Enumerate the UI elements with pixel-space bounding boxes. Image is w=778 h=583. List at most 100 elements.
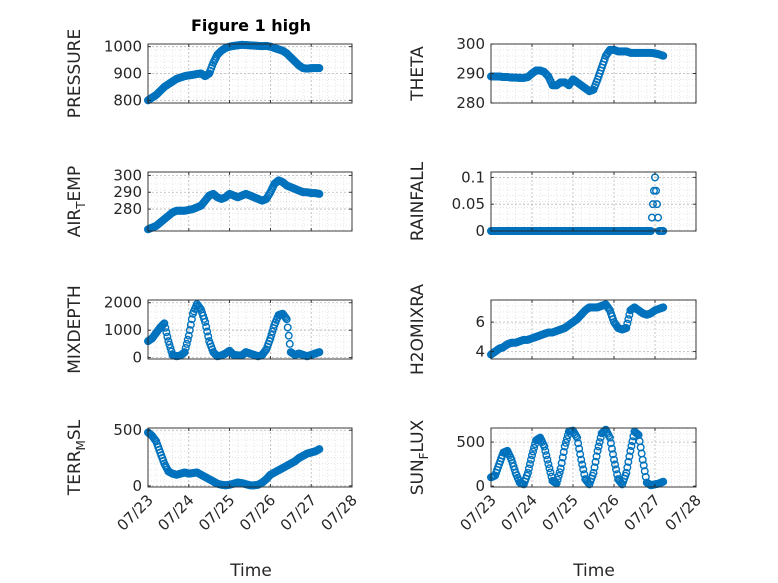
y-axis-label: TERRMSL	[65, 419, 88, 496]
data-point-interp	[287, 54, 296, 63]
y-axis-label: H2OMIXRA	[408, 284, 428, 375]
data-point-interp	[611, 460, 620, 469]
data-point-interp	[607, 444, 616, 453]
data-point-interp	[541, 446, 550, 455]
data-point-interp	[640, 467, 649, 476]
x-axis-label-right: Time	[572, 561, 615, 581]
data-point-interp	[542, 451, 551, 460]
y-tick-label: 0	[132, 477, 142, 495]
data-point-interp	[621, 324, 630, 333]
axes-box	[147, 299, 353, 360]
y-tick-label: 4	[475, 343, 485, 361]
data-point-interp	[658, 303, 667, 312]
data-point-interp	[588, 471, 597, 480]
y-axis-label: RAINFALL	[408, 161, 428, 241]
data-point-interp	[187, 315, 196, 324]
data-point-interp	[280, 312, 289, 321]
data-point-interp	[627, 442, 636, 451]
data-point	[544, 460, 553, 469]
data-point-interp	[261, 346, 270, 355]
data-point-interp	[525, 460, 534, 469]
data-point-interp	[202, 322, 211, 331]
data-point-interp	[314, 348, 323, 357]
data-point	[528, 451, 537, 460]
data-point-interp	[314, 445, 323, 454]
y-tick-label: 6	[475, 313, 485, 331]
data-point-interp	[161, 323, 170, 332]
data-point-interp	[153, 89, 162, 98]
data-point-interp	[526, 455, 535, 464]
data-point	[626, 446, 635, 455]
data-point-interp	[658, 51, 667, 60]
data-point-interp	[624, 457, 633, 466]
data-point-interp	[604, 431, 613, 440]
axes-box	[490, 299, 697, 360]
y-tick-label: 800	[113, 91, 142, 109]
data-point-interp	[603, 303, 612, 312]
data-point-interp	[608, 315, 617, 324]
data-point-interp	[606, 439, 615, 448]
data-point-interp	[631, 428, 640, 437]
data-point-interp	[557, 459, 566, 468]
data-point-interp	[576, 450, 585, 459]
axes-box	[490, 171, 697, 232]
y-axis-label: MIXDEPTH	[65, 285, 85, 374]
data-point-interp	[658, 478, 667, 487]
y-axis-label: SUNFLUX	[408, 419, 431, 495]
y-tick-label: 500	[113, 421, 142, 439]
data-point-interp	[621, 471, 630, 480]
data-point-interp	[590, 463, 599, 472]
data-point-interp	[285, 339, 294, 348]
subplot-mixdepth: 0 1000 2000 MIXDEPTH	[65, 285, 353, 374]
data-point-interp	[546, 468, 555, 477]
data-point-interp	[284, 331, 293, 340]
subplot-h2omixra: 4 6 H2OMIXRA	[408, 284, 697, 375]
data-point-interp	[163, 332, 172, 341]
subplot-rainfall: 0 0.05 0.1 RAINFALL	[408, 161, 697, 241]
data-point-interp	[591, 457, 600, 466]
data-point	[184, 331, 193, 340]
data-point-interp	[208, 61, 217, 70]
data-point-interp	[185, 326, 194, 335]
y-tick-label: 1000	[104, 321, 142, 339]
data-point-interp	[595, 438, 604, 447]
data-point-interp	[200, 314, 209, 323]
data-point-interp	[637, 449, 646, 458]
data-point-interp	[186, 320, 195, 329]
data-point-interp	[598, 428, 607, 437]
data-point-interp	[281, 313, 290, 322]
y-tick-label: 2000	[104, 294, 142, 312]
y-axis-label: PRESSURE	[65, 29, 85, 118]
axes-box	[147, 427, 353, 488]
data-point-interp	[554, 471, 563, 480]
y-tick-label: 280	[456, 94, 485, 112]
y-axis-label: THETA	[408, 46, 428, 102]
y-tick-label: 0.1	[461, 168, 485, 186]
subplot-pressure: 800 900 1000 PRESSURE	[65, 29, 353, 118]
data-point-interp	[541, 69, 550, 78]
data-point-interp	[151, 435, 160, 444]
data-point	[164, 337, 173, 346]
data-point-interp	[283, 323, 292, 332]
data-point-interp	[623, 319, 632, 328]
y-tick-label: 280	[113, 200, 142, 218]
data-point-interp	[559, 447, 568, 456]
y-tick-label: 290	[456, 65, 485, 83]
y-tick-label: 0	[475, 222, 485, 240]
data-point-interp	[179, 348, 188, 357]
data-point-interp	[314, 189, 323, 198]
data-point-interp	[553, 475, 562, 484]
data-point-interp	[182, 339, 191, 348]
data-point-interp	[562, 435, 571, 444]
data-point	[560, 442, 569, 451]
data-point	[577, 455, 586, 464]
data-point-interp	[183, 335, 192, 344]
data-point-interp	[625, 452, 634, 461]
y-tick-label: 300	[456, 35, 485, 53]
data-point-interp	[579, 465, 588, 474]
data-point-interp	[561, 438, 570, 447]
data-point-interp	[608, 450, 617, 459]
